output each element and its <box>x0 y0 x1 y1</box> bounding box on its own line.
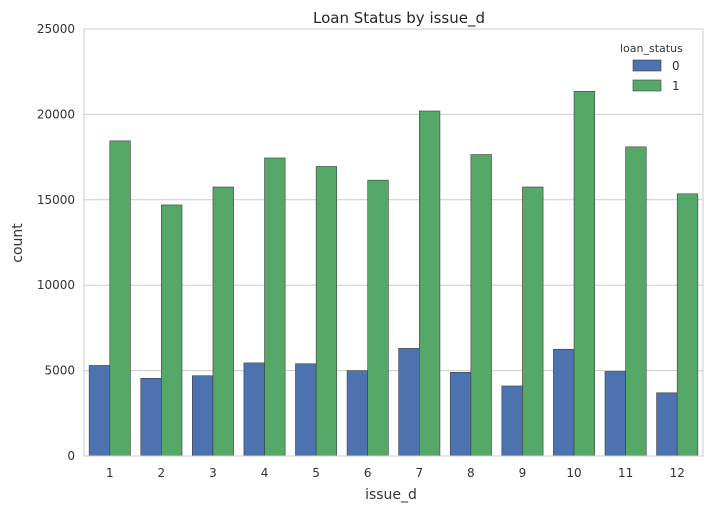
bar-series-1-6 <box>367 179 389 457</box>
x-tick-label: 12 <box>670 466 685 480</box>
bar-series-0-12 <box>656 392 678 457</box>
x-tick-label: 2 <box>158 466 166 480</box>
x-tick-label: 7 <box>415 466 423 480</box>
bar-series-1-11 <box>625 146 647 457</box>
bar-series-1-7 <box>418 110 441 457</box>
bar-series-0-5 <box>295 363 317 457</box>
x-axis-ticks: 1 2 3 4 5 6 7 8 9 10 11 12 <box>106 466 685 480</box>
y-axis-ticks: 0 5000 10000 15000 20000 25000 <box>37 22 75 463</box>
x-tick-label: 1 <box>106 466 114 480</box>
x-tick-label: 9 <box>519 466 527 480</box>
legend-title: loan_status <box>620 42 683 55</box>
y-tick-label: 5000 <box>44 364 75 378</box>
bar-series-1-8 <box>470 154 492 457</box>
legend-swatch-1 <box>632 79 662 92</box>
bar-series-1-3 <box>212 186 234 457</box>
bar-series-1-1 <box>109 140 131 457</box>
plot-border <box>83 28 704 457</box>
y-tick-label: 0 <box>67 449 75 463</box>
bar-series-0-1 <box>88 365 111 457</box>
plot-frame <box>83 28 704 457</box>
y-tick-label: 20000 <box>37 107 75 121</box>
y-tick-label: 10000 <box>37 278 75 292</box>
bar-series-0-9 <box>501 385 523 457</box>
bar-series-0-3 <box>192 375 214 457</box>
x-tick-label: 10 <box>566 466 581 480</box>
x-tick-label: 4 <box>261 466 269 480</box>
x-tick-label: 6 <box>364 466 372 480</box>
bars <box>88 91 699 457</box>
bar-series-0-4 <box>243 362 265 457</box>
bar-series-1-9 <box>522 186 544 457</box>
legend: loan_status 0 1 <box>620 42 683 93</box>
x-tick-label: 5 <box>312 466 320 480</box>
x-tick-label: 3 <box>209 466 217 480</box>
legend-label-1: 1 <box>672 79 680 93</box>
bar-series-0-8 <box>449 372 472 457</box>
bar-series-0-11 <box>604 371 626 457</box>
x-axis-label: issue_d <box>365 487 417 503</box>
bar-series-0-6 <box>346 370 369 457</box>
y-tick-label: 25000 <box>37 22 75 36</box>
x-tick-label: 8 <box>467 466 475 480</box>
bar-series-1-4 <box>264 157 286 457</box>
legend-swatch-0 <box>632 59 662 72</box>
bar-series-1-2 <box>161 204 183 457</box>
legend-label-0: 0 <box>672 59 680 73</box>
bar-series-0-2 <box>140 377 162 457</box>
y-axis-label: count <box>10 223 26 263</box>
bar-series-1-10 <box>573 91 595 457</box>
bar-series-1-5 <box>315 166 338 457</box>
bar-series-0-10 <box>553 348 575 457</box>
bar-series-0-7 <box>398 348 420 457</box>
x-tick-label: 11 <box>618 466 633 480</box>
bar-series-1-12 <box>676 193 699 457</box>
y-tick-label: 15000 <box>37 193 75 207</box>
chart-title: Loan Status by issue_d <box>313 9 485 28</box>
